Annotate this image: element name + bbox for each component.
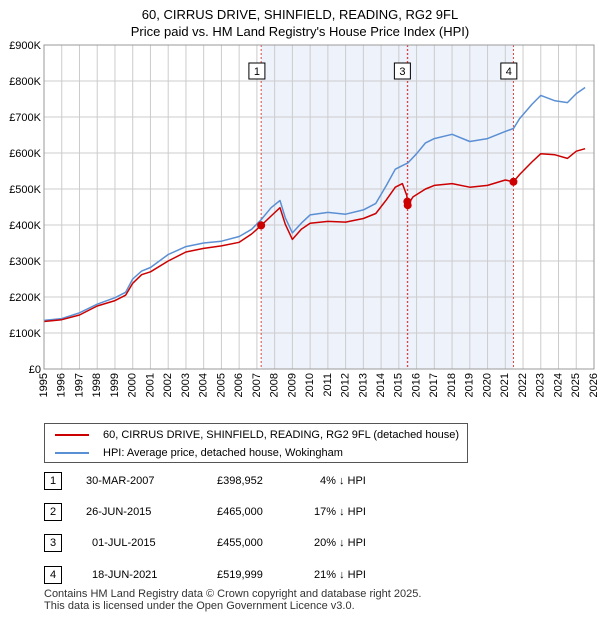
y-tick-label: £400K: [9, 220, 41, 232]
x-tick-label: 2007: [251, 373, 263, 397]
sale-badge: 1: [44, 472, 62, 490]
x-tick-label: 2026: [588, 373, 600, 397]
y-tick-label: £900K: [9, 40, 41, 52]
x-tick-label: 2023: [535, 373, 547, 397]
x-tick-label: 2022: [517, 373, 529, 397]
y-tick-label: £200K: [9, 292, 41, 304]
x-tick-label: 2019: [464, 373, 476, 397]
x-tick-label: 2012: [340, 373, 352, 397]
sale-point: [403, 201, 412, 210]
x-tick-label: 2024: [552, 373, 564, 397]
x-tick-label: 1998: [91, 373, 103, 397]
legend-swatch-hpi: [55, 452, 89, 454]
sale-label-box: [393, 62, 411, 80]
hpi-line: [43, 86, 586, 322]
x-tick-label: 2015: [393, 373, 405, 397]
y-tick-label: £500K: [9, 184, 41, 196]
property-price-line: [43, 147, 586, 323]
x-tick-label: 2017: [428, 373, 440, 397]
footer-licence: This data is licensed under the Open Gov…: [44, 600, 355, 612]
x-tick-label: 1995: [38, 373, 50, 397]
x-tick-label: 2000: [127, 373, 139, 397]
table-row: 4 18-JUN-2021 £519,999 21% ↓ HPI: [44, 566, 444, 586]
price-chart: £0 £100K £200K £300K £400K £500K £600K £700K £80…: [9, 40, 600, 397]
y-tick-label: £100K: [9, 328, 41, 340]
legend-item-property: 60, CIRRUS DRIVE, SHINFIELD, READING, RG…: [55, 426, 459, 444]
sale-diff: 20% ↓ HPI: [314, 537, 366, 549]
legend-swatch-property: [55, 434, 89, 436]
x-tick-label: 1997: [73, 373, 85, 397]
sale-price: £465,000: [217, 506, 263, 518]
sale-label-number: 4: [506, 66, 512, 78]
y-tick-label: £700K: [9, 112, 41, 124]
sale-diff: 4% ↓ HPI: [320, 475, 366, 487]
sale-point: [257, 221, 266, 230]
footer: Contains HM Land Registry data © Crown c…: [44, 588, 421, 612]
x-tick-label: 2014: [375, 373, 387, 397]
sale-label-number: 3: [399, 66, 405, 78]
sale-label-box: [248, 62, 266, 80]
x-tick-label: 2009: [286, 373, 298, 397]
sale-point: [509, 177, 518, 186]
sale-label-number: 1: [254, 66, 260, 78]
x-tick-label: 2004: [198, 373, 210, 397]
legend-label-property: 60, CIRRUS DRIVE, SHINFIELD, READING, RG…: [103, 429, 459, 441]
x-tick-label: 2013: [357, 373, 369, 397]
table-row: 1 30-MAR-2007 £398,952 4% ↓ HPI: [44, 472, 444, 492]
footer-copyright: Contains HM Land Registry data © Crown c…: [44, 588, 422, 600]
table-row: 2 26-JUN-2015 £465,000 17% ↓ HPI: [44, 503, 444, 523]
x-tick-label: 2011: [322, 373, 334, 397]
y-tick-label: £600K: [9, 148, 41, 160]
sale-label-box: [500, 62, 518, 80]
x-tick-label: 1996: [56, 373, 68, 397]
x-tick-label: 2025: [570, 373, 582, 397]
sale-price: £519,999: [217, 569, 263, 581]
sale-price: £455,000: [217, 537, 263, 549]
sale-diff: 21% ↓ HPI: [314, 569, 366, 581]
x-tick-label: 2021: [499, 373, 511, 397]
plot-border: [43, 44, 595, 370]
chart-title: 60, CIRRUS DRIVE, SHINFIELD, READING, RG…: [141, 7, 459, 22]
x-tick-label: 2016: [410, 373, 422, 397]
x-tick-label: 2006: [233, 373, 245, 397]
sale-price: £398,952: [217, 475, 263, 487]
y-tick-label: £800K: [9, 76, 41, 88]
sale-badge: 3: [44, 534, 62, 552]
legend: 60, CIRRUS DRIVE, SHINFIELD, READING, RG…: [44, 423, 468, 463]
table-row: 3 01-JUL-2015 £455,000 20% ↓ HPI: [44, 534, 444, 554]
y-tick-label: £0: [29, 364, 41, 376]
x-tick-label: 2020: [481, 373, 493, 397]
x-tick-label: 2008: [269, 373, 281, 397]
chart-subtitle: Price paid vs. HM Land Registry's House …: [130, 24, 470, 39]
sale-badge: 2: [44, 503, 62, 521]
legend-item-hpi: HPI: Average price, detached house, Woki…: [55, 444, 343, 462]
sale-date: 26-JUN-2015: [86, 506, 152, 518]
sale-diff: 17% ↓ HPI: [314, 506, 366, 518]
x-tick-label: 2005: [215, 373, 227, 397]
sale-date: 30-MAR-2007: [86, 475, 155, 487]
sale-badge: 4: [44, 566, 62, 584]
y-tick-label: £300K: [9, 256, 41, 268]
x-tick-label: 1999: [109, 373, 121, 397]
x-tick-label: 2018: [446, 373, 458, 397]
legend-label-hpi: HPI: Average price, detached house, Woki…: [103, 447, 343, 459]
sale-date: 01-JUL-2015: [92, 537, 156, 549]
x-tick-label: 2003: [180, 373, 192, 397]
x-tick-label: 2010: [304, 373, 316, 397]
x-tick-label: 2001: [144, 373, 156, 397]
sale-date: 18-JUN-2021: [92, 569, 158, 581]
x-tick-label: 2002: [162, 373, 174, 397]
ownership-shade: [261, 45, 514, 369]
